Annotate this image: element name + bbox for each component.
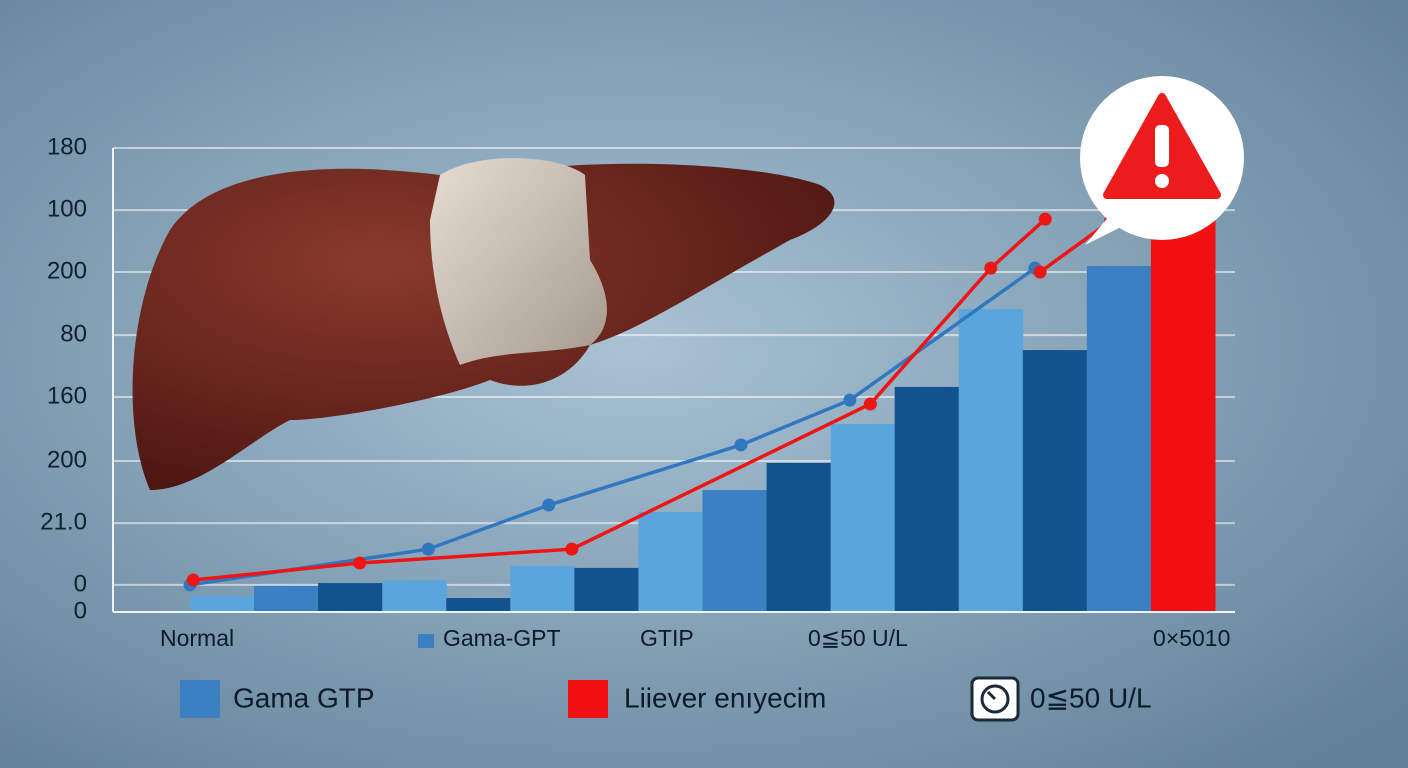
bar <box>1022 350 1088 612</box>
line-point <box>565 542 579 556</box>
x-label: 0×5010 <box>1153 625 1230 651</box>
legend-swatch <box>180 680 220 718</box>
bar <box>382 580 447 612</box>
bar <box>574 567 639 612</box>
y-tick-label: 180 <box>47 133 87 160</box>
x-label: Gama-GPT <box>443 625 561 651</box>
bar <box>958 309 1024 612</box>
liver-illustration <box>132 158 835 491</box>
line-point <box>542 498 556 512</box>
x-label: 0≦50 U/L <box>808 625 908 651</box>
trend-line <box>189 266 1036 587</box>
legend-label: Gama GTP <box>233 682 375 713</box>
line-point <box>734 438 748 452</box>
y-tick-label: 80 <box>60 320 87 347</box>
legend-swatch <box>568 680 608 718</box>
line-point <box>984 261 998 275</box>
line-point <box>1038 212 1052 226</box>
line-point <box>186 573 200 587</box>
x-label: GTIP <box>640 625 694 651</box>
line-point <box>843 393 857 407</box>
y-tick-label: 0 <box>74 570 87 597</box>
bar <box>190 596 255 612</box>
bar <box>1150 200 1216 612</box>
bar <box>446 598 511 612</box>
y-tick-label: 200 <box>47 446 87 473</box>
x-label: Normal <box>160 625 234 651</box>
bar <box>894 386 960 612</box>
legend-icon-dial <box>980 684 1010 714</box>
trend-line <box>193 217 1047 582</box>
y-tick-label: 160 <box>47 382 87 409</box>
bar <box>1086 266 1152 612</box>
y-tick-label: 200 <box>47 257 87 284</box>
warning-callout <box>1080 76 1244 245</box>
y-tick-label: 21.0 <box>40 508 87 535</box>
x-label-swatch <box>418 634 434 648</box>
line-point <box>1033 265 1047 279</box>
line-point <box>353 556 367 570</box>
bar <box>638 511 703 612</box>
y-tick-label: 0 <box>74 597 87 624</box>
bar <box>254 585 319 612</box>
line-point <box>863 397 877 411</box>
y-tick-label: 100 <box>47 195 87 222</box>
line-point <box>421 542 435 556</box>
legend-icon-hand <box>986 690 997 701</box>
legend-label: 0≦50 U/L <box>1030 682 1152 713</box>
legend-label: Liiever enıyecim <box>624 682 826 713</box>
bar <box>830 424 896 612</box>
bar <box>318 583 383 612</box>
bar <box>510 566 575 612</box>
bar <box>766 463 832 612</box>
bar <box>702 490 768 612</box>
